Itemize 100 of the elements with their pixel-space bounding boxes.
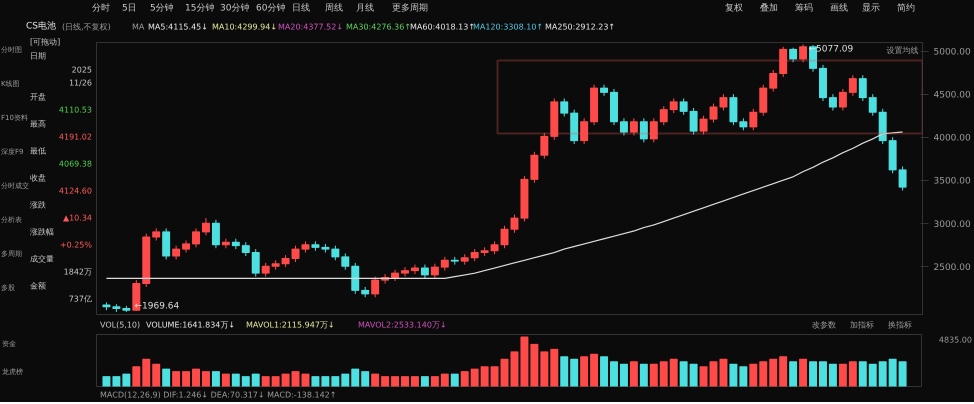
text: 画线 (830, 2, 848, 16)
candlestick (560, 98, 568, 118)
bar (799, 358, 808, 386)
bar (262, 376, 270, 386)
bar (490, 366, 499, 386)
bar (710, 361, 718, 386)
candlestick (799, 44, 808, 63)
bar (560, 356, 568, 386)
candlestick (868, 94, 877, 116)
candlestick (391, 269, 400, 282)
text: 11/26 (68, 77, 92, 89)
text: 日线 (292, 2, 310, 16)
bar (660, 361, 668, 386)
bar (819, 361, 827, 386)
bar (600, 356, 608, 386)
y-tick-label: 3500.00 (934, 176, 971, 187)
bar (272, 376, 280, 386)
bar (779, 356, 788, 386)
bar (142, 358, 150, 386)
bar (898, 361, 907, 386)
candlestick (242, 242, 250, 256)
text: 换指标 (888, 319, 912, 331)
y-tick-label: 5000.00 (934, 48, 971, 58)
text: 最低 (30, 144, 46, 156)
candlestick (858, 74, 867, 102)
text: 15分钟 (185, 2, 214, 16)
bar (311, 376, 320, 386)
text: ▲10.34 (62, 212, 92, 224)
bar (630, 361, 638, 386)
text: 4069.38 (58, 158, 92, 170)
bar (848, 361, 857, 386)
candlestick (212, 219, 220, 249)
bar (640, 364, 648, 386)
candlestick (650, 118, 658, 143)
candlestick (660, 106, 668, 126)
candlestick (700, 115, 708, 136)
candlestick (282, 254, 290, 268)
candlestick (828, 94, 837, 111)
bar (680, 361, 688, 386)
text: 5分钟 (150, 2, 174, 16)
bar (102, 376, 110, 386)
text: 60分钟 (256, 2, 286, 16)
candlestick (620, 118, 628, 136)
text: 涨跌幅 (30, 226, 54, 238)
text: MA (132, 21, 144, 33)
annotation: 设置均线 (886, 46, 918, 55)
text: 改参数 (812, 319, 836, 331)
text: 最高 (30, 118, 46, 130)
bar (371, 374, 380, 386)
bar (540, 351, 548, 386)
candlestick (600, 84, 608, 96)
text: 日期 (30, 50, 46, 62)
candlestick (341, 252, 350, 270)
text: 更多周期 (392, 2, 428, 16)
text: 加指标 (850, 319, 874, 331)
text: (日线,不复权) (62, 21, 111, 33)
candlestick (500, 225, 509, 249)
candlestick (232, 238, 240, 250)
candlestick (690, 107, 698, 136)
text: 4110.53 (58, 104, 92, 116)
bar (391, 376, 400, 386)
bar (420, 376, 429, 386)
candlestick (848, 74, 857, 96)
candlestick (182, 240, 190, 254)
candlestick (670, 98, 678, 114)
text: 4835.00 (938, 334, 972, 346)
candlestick (580, 118, 588, 145)
text: 涨跌 (30, 198, 46, 210)
text: MA30:4276.36↑ (346, 21, 412, 33)
bar (440, 374, 449, 386)
text: MAVOL2:2533.140万↓ (358, 319, 447, 331)
candlestick (630, 118, 638, 136)
bar (152, 364, 160, 386)
text: 30分钟 (220, 2, 250, 16)
bar (650, 364, 658, 386)
candlestick (460, 254, 469, 266)
bar (789, 361, 798, 386)
text: MA20:4377.52↓ (278, 21, 344, 33)
y-tick-label: 4000.00 (934, 134, 971, 144)
text: 简约 (897, 2, 915, 16)
candlestick (838, 88, 847, 111)
y-tick-label: 4500.00 (934, 90, 971, 101)
bar (570, 358, 578, 386)
bar (500, 358, 509, 386)
text: 筹码 (795, 2, 813, 16)
bar (331, 376, 340, 386)
bar (460, 371, 469, 386)
bar (202, 371, 210, 386)
bar (620, 364, 628, 386)
candlestick (680, 98, 688, 116)
candlestick (401, 266, 409, 278)
bar (361, 371, 370, 386)
candlestick (719, 94, 728, 111)
text: MA120:3308.10↑ (473, 21, 544, 33)
text: 复权 (725, 2, 743, 16)
y-tick-label: 3000.00 (934, 220, 971, 230)
bar (212, 371, 220, 386)
bar (510, 351, 518, 386)
bar (122, 374, 130, 386)
text: 4124.60 (58, 185, 92, 197)
